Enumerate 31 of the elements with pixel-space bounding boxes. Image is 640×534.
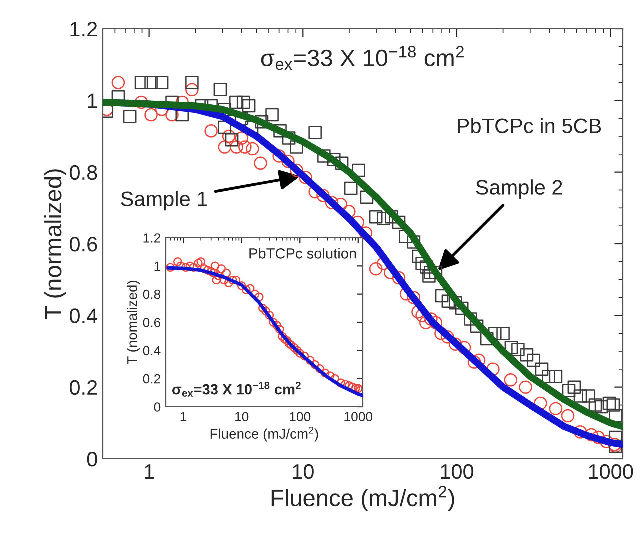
y-tick-label: 0.2 [70, 380, 98, 396]
y-tick-label: 0 [87, 452, 98, 467]
y-tick-label: 1 [88, 94, 98, 108]
y-axis-title: T (nomalized) [127, 281, 140, 365]
x-tick-label: 10 [293, 464, 314, 480]
x-tick-label: 1 [180, 412, 187, 422]
x-tick-label: 100 [290, 412, 311, 422]
y-axis-title: T (normalized) [44, 170, 66, 320]
x-axis-title: Fluence (mJ/cm$^{2}$) [272, 486, 454, 512]
y-tick-label: 1.2 [70, 22, 98, 37]
x-tick-label: 1000 [589, 464, 634, 480]
y-tick-label: 0.6 [143, 318, 161, 328]
x-tick-label: 1000 [344, 412, 373, 422]
y-tick-label: 0.4 [70, 308, 98, 324]
annotation: Sample 2 [476, 180, 562, 200]
y-tick-label: 0.2 [143, 374, 160, 384]
annotation: PbTCPc solution [250, 248, 356, 259]
y-tick-label: 0.6 [70, 237, 98, 252]
x-tick-label: 10 [235, 412, 249, 422]
annotation: PbTCPc in 5CB [458, 118, 602, 134]
y-tick-label: 1.2 [144, 234, 160, 243]
annotation: σ$_{ex}$=33 X 10$^{−18}$ cm$^{2}$ [261, 46, 464, 70]
annotation: σ$_{ex}$=33 X 10$^{−18}$ cm$^{2}$ [172, 382, 301, 397]
x-axis-title: Fluence (mJ/cm$^{2}$) [210, 426, 318, 442]
y-tick-label: 0.4 [143, 346, 161, 356]
y-tick-label: 0.8 [70, 165, 98, 180]
annotation: Sample 1 [121, 191, 208, 211]
x-tick-label: 100 [441, 464, 474, 480]
y-tick-label: 0 [154, 402, 161, 412]
y-tick-label: 0.8 [143, 290, 161, 300]
y-tick-label: 1 [154, 262, 160, 271]
